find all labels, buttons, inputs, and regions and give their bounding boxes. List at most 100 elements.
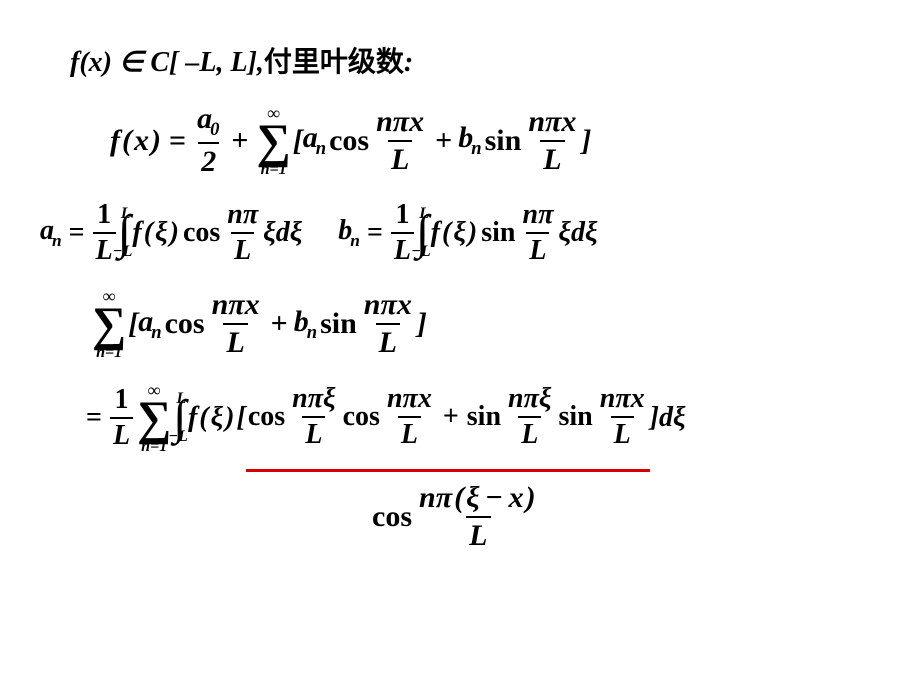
- eq-simplified: cos nπ(ξ−x) L: [370, 481, 860, 553]
- fxi-bn-xi: ξ: [453, 217, 466, 248]
- int4-l: −L: [168, 429, 187, 445]
- lim-l-bn-L: L: [421, 243, 431, 260]
- sum4-n: n: [141, 438, 150, 455]
- npixi2-xi: ξ: [539, 383, 552, 414]
- fxi4-rp: ): [223, 402, 236, 433]
- lim-lower: −L: [113, 244, 132, 260]
- fx: f(x): [110, 124, 163, 158]
- sum-1: 1: [279, 161, 287, 178]
- nf-xi: ξ: [466, 481, 479, 514]
- sym-plus: +: [225, 124, 254, 158]
- npix-pi: π: [393, 105, 409, 138]
- den-L6: L: [611, 416, 634, 451]
- npi-bn: nπ: [519, 199, 556, 232]
- title-prefix: f(x) ∈ C[ –L, L],: [70, 47, 264, 78]
- underlined-part: cos nπξ L cos nπx L + sin nπξ L sin nπx …: [246, 383, 650, 472]
- frac-npix-L: nπx L: [371, 105, 429, 177]
- xi-bn: ξ: [558, 217, 571, 249]
- fxi-bn-rp: ): [466, 217, 479, 248]
- npix3-x: x: [245, 288, 260, 321]
- frac-npix-L-3: nπx L: [207, 288, 265, 360]
- bn3-n: n: [307, 322, 317, 344]
- den-L-an2: L: [231, 232, 254, 267]
- lbr2: [: [128, 307, 138, 341]
- dxi-an: ξ: [290, 217, 303, 249]
- eq-sum-recap: ∞ ∑ n=1 [ an cos nπx L + bn sin nπx L ]: [90, 287, 860, 361]
- sym-x: x: [134, 124, 149, 157]
- fxi4-xi: ξ: [211, 402, 224, 433]
- slide: f(x) ∈ C[ –L, L],付里叶级数: f(x) = a0 2 + ∞ …: [0, 0, 920, 690]
- an-n: n: [316, 138, 326, 160]
- npix3-pi: π: [228, 288, 244, 321]
- sym-sin: sin: [483, 124, 524, 158]
- dxi4: ξ: [673, 402, 686, 434]
- d4: d: [659, 402, 673, 434]
- npixi: nπξ: [289, 383, 338, 416]
- npix2-x: x: [561, 105, 576, 138]
- xi-an: ξ: [263, 217, 276, 249]
- sub-0: 0: [210, 119, 219, 141]
- npi-an-n: n: [227, 199, 243, 230]
- den-L5: L: [398, 416, 421, 451]
- npi-an-pi: π: [243, 199, 258, 230]
- den-2: 2: [198, 142, 219, 179]
- fxi-bn: f(ξ): [431, 217, 480, 249]
- sum-n: n: [261, 161, 270, 178]
- eq-coefficients: an = 1 L ∫ L −L f(ξ) cos nπ L ξdξ: [40, 199, 860, 267]
- eq-an: =: [63, 217, 91, 249]
- npixi-xi: ξ: [323, 383, 336, 414]
- dxi-bn: ξ: [585, 217, 598, 249]
- fxi-bn-f: f: [431, 217, 440, 248]
- bn2-n: n: [350, 231, 360, 251]
- npix2-pi: π: [545, 105, 561, 138]
- sym-lbrack: [: [293, 124, 303, 158]
- sym-rparen: ): [149, 124, 163, 157]
- npixi2-n: n: [508, 383, 524, 414]
- sym-cos: cos: [327, 124, 371, 158]
- sum2-1: 1: [114, 344, 122, 361]
- eq-bn: =: [361, 217, 389, 249]
- sum2-sigma: ∑: [92, 305, 126, 345]
- lim-upper-L: L: [121, 206, 132, 222]
- npix5-pi: π: [403, 383, 418, 414]
- sum4-1: 1: [159, 438, 167, 455]
- lim-u-bn: L: [419, 206, 430, 222]
- den-L-xi: L: [302, 416, 325, 451]
- nf-minus: −: [480, 481, 509, 514]
- sin4b: sin: [556, 401, 594, 433]
- an2: an: [40, 215, 63, 251]
- num-1-4: 1: [112, 384, 132, 417]
- frac-npix-L-2: nπx L: [523, 105, 581, 177]
- fxi-xi: ξ: [155, 217, 168, 248]
- fxi4: f(ξ): [188, 402, 237, 434]
- npix5: nπx: [384, 383, 435, 416]
- npix3: nπx: [209, 288, 263, 323]
- sum-n-1-inf: ∞ ∑ n=1: [255, 104, 293, 178]
- sym-lparen: (: [120, 124, 134, 157]
- plus3: +: [265, 307, 294, 341]
- integral-bn: ∫ L −L: [416, 206, 431, 260]
- integral-an: ∫ L −L: [118, 206, 133, 260]
- den-L-final: L: [466, 516, 490, 553]
- bn-definition: bn = 1 L ∫ L −L f(ξ) sin nπ L ξdξ: [338, 199, 597, 267]
- sym-eq: =: [163, 124, 192, 158]
- eq-expanded: = 1 L ∞ ∑ n=1 ∫ L −L f(ξ) [ cos nπξ L: [80, 381, 860, 455]
- d-bn: d: [571, 217, 585, 249]
- lbr4: [: [237, 402, 246, 434]
- plus4: +: [437, 401, 465, 433]
- sum-lower: n=1: [261, 162, 287, 178]
- fxi: f(ξ): [132, 217, 181, 249]
- num-1: 1: [94, 199, 114, 232]
- cos-an: cos: [181, 217, 222, 249]
- lim-lower-L: L: [123, 243, 133, 260]
- sym-f: f: [110, 124, 120, 157]
- sym-plus2: +: [429, 124, 458, 158]
- sum-sigma: ∑: [257, 122, 291, 162]
- npix: nπx: [373, 105, 427, 140]
- int4-u: L: [176, 391, 187, 407]
- integral-4: ∫ L −L: [173, 391, 188, 445]
- rbr4: ]: [650, 402, 659, 434]
- npixi2-pi: π: [524, 383, 539, 414]
- title-cjk: 付里叶级数: [264, 46, 404, 77]
- num-1-bn: 1: [392, 199, 412, 232]
